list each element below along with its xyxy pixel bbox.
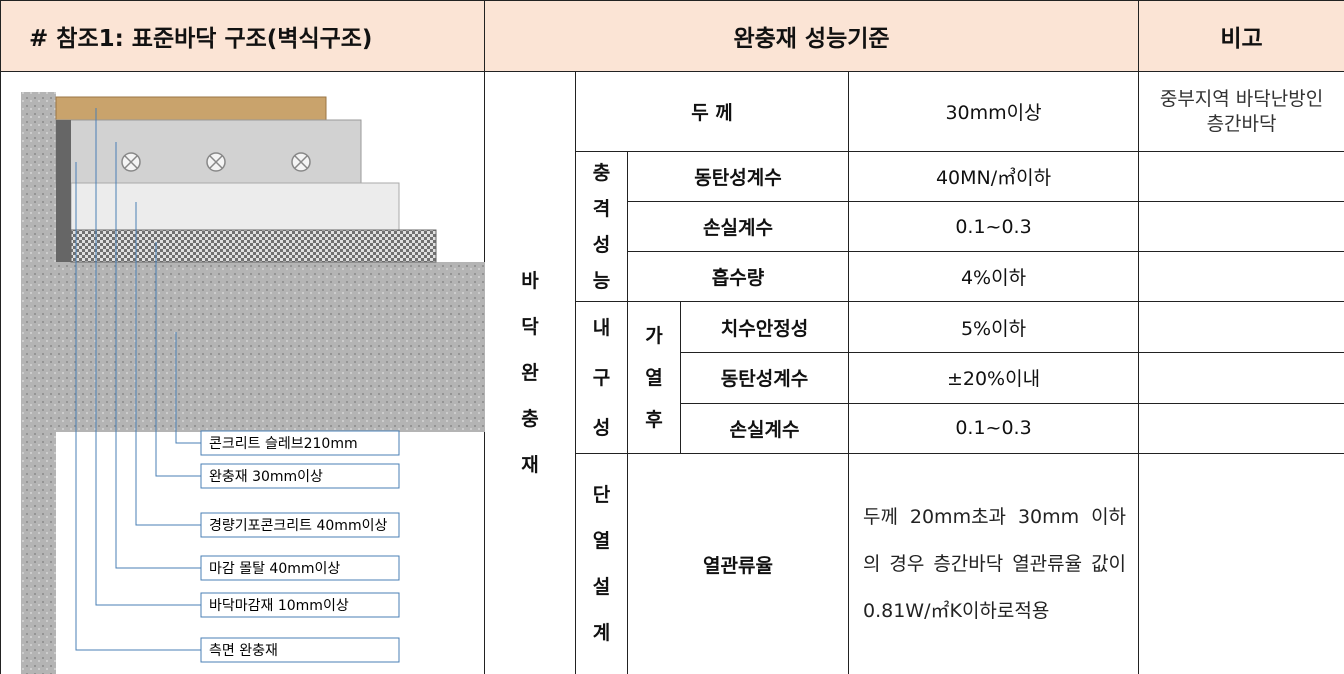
layer-label: 완충재 30mm이상 xyxy=(209,469,323,485)
value-cell: 두께 20mm초과 30mm 이하 의 경우 층간바닥 열관류율 값이 0.81… xyxy=(847,453,1140,674)
item-cell: 열관류율 xyxy=(627,453,849,674)
label-box xyxy=(200,512,400,538)
value-cell: 40MN/㎥이하 xyxy=(847,151,1140,202)
category-label: 단열설계 xyxy=(592,484,611,644)
category-label: 내구성 xyxy=(592,316,611,439)
note-cell xyxy=(1138,352,1344,404)
item-cell: 동탄성계수 xyxy=(627,151,849,202)
label-box xyxy=(200,592,400,618)
note-cell xyxy=(1138,251,1344,302)
layer-label: 측면 완충재 xyxy=(209,643,278,659)
layer-label: 경량기포콘크리트 40mm이상 xyxy=(209,518,387,534)
value-cell: 0.1~0.3 xyxy=(847,201,1140,252)
note-cell: 중부지역 바닥난방인 층간바닥 xyxy=(1138,71,1344,152)
item-cell: 손실계수 xyxy=(627,201,849,252)
value-cell: 0.1~0.3 xyxy=(847,402,1140,455)
layer-label: 바닥마감재 10mm이상 xyxy=(209,598,349,614)
value-cell: ±20%이내 xyxy=(847,352,1140,404)
label-box xyxy=(200,463,400,489)
note-cell xyxy=(1138,402,1344,455)
note-cell xyxy=(1138,201,1344,252)
label-box xyxy=(200,637,400,663)
note-cell xyxy=(1138,300,1344,354)
note-cell xyxy=(1138,151,1344,202)
header-cell: 완충재 성능기준 xyxy=(483,0,1140,72)
item-cell: 흡수량 xyxy=(627,251,849,302)
category-label: 충격성능 xyxy=(592,161,611,292)
category-cell: 내구성 xyxy=(575,301,628,454)
value-cell: 5%이하 xyxy=(847,300,1140,354)
value-cell: 4%이하 xyxy=(847,251,1140,302)
header-cell: # 참조1: 표준바닥 구조(벽식구조) xyxy=(0,0,485,72)
item-cell: 동탄성계수 xyxy=(680,352,849,404)
label-box xyxy=(200,555,400,581)
note-cell xyxy=(1138,453,1344,674)
header-cell: 비고 xyxy=(1138,0,1344,72)
item-cell: 손실계수 xyxy=(680,402,849,455)
label-box xyxy=(200,430,400,456)
layer-label: 콘크리트 슬레브210mm xyxy=(209,436,358,452)
category-cell: 단열설계 xyxy=(575,453,628,674)
group-cell: 바닥완충재 xyxy=(484,71,576,674)
category-cell: 충격성능 xyxy=(575,151,628,302)
item-cell: 치수안정성 xyxy=(680,300,849,354)
subcategory-label: 가열후 xyxy=(645,324,663,431)
item-cell: 두 께 xyxy=(575,71,849,152)
group-label: 바닥완충재 xyxy=(521,270,539,476)
subcategory-cell: 가열후 xyxy=(627,301,681,454)
layer-label: 마감 몰탈 40mm이상 xyxy=(209,561,340,577)
value-cell: 30mm이상 xyxy=(847,71,1140,152)
